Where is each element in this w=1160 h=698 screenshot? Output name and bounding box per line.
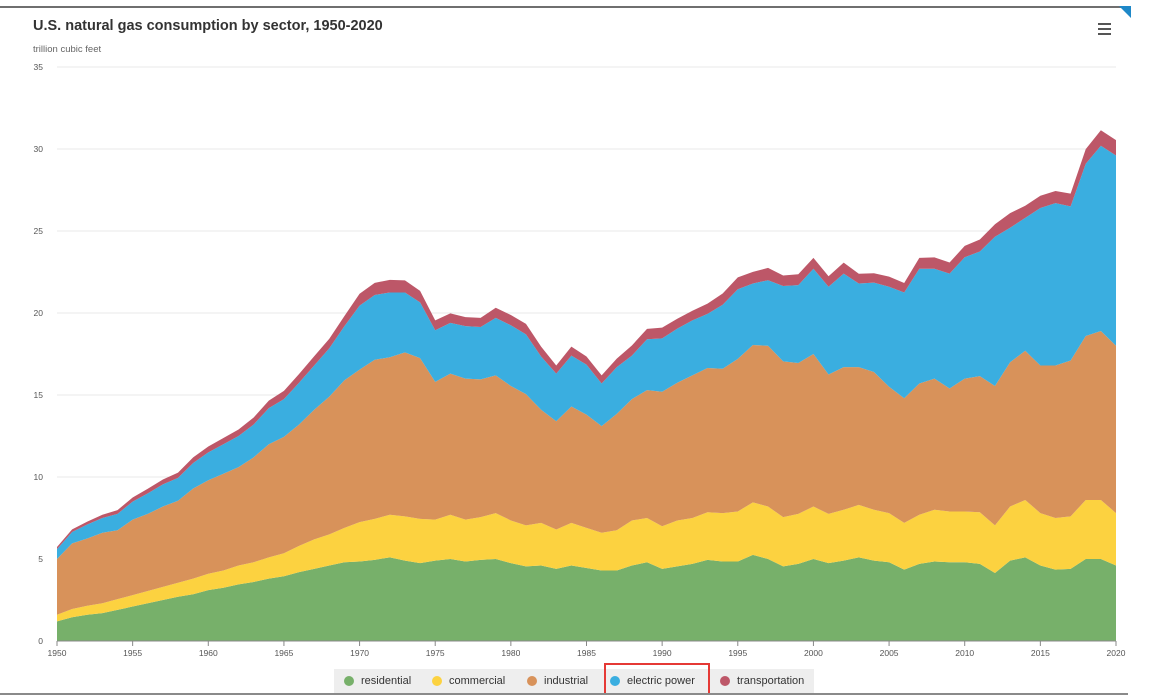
x-tick-label: 2010 bbox=[955, 648, 974, 658]
x-tick-label: 1980 bbox=[501, 648, 520, 658]
x-tick-label: 1995 bbox=[728, 648, 747, 658]
legend-dot-icon bbox=[720, 676, 730, 686]
chart-title: U.S. natural gas consumption by sector, … bbox=[33, 18, 383, 34]
legend-highlight-box bbox=[604, 663, 710, 695]
area-industrial bbox=[57, 331, 1116, 615]
legend-dot-icon bbox=[527, 676, 537, 686]
x-tick-label: 2000 bbox=[804, 648, 823, 658]
chart-subtitle: trillion cubic feet bbox=[33, 44, 102, 55]
y-tick-label: 15 bbox=[34, 390, 44, 400]
x-tick-label: 2005 bbox=[880, 648, 899, 658]
area-electric-power bbox=[57, 145, 1116, 559]
legend-label: electric power bbox=[627, 675, 695, 687]
legend-item-electric-power[interactable]: electric power bbox=[610, 669, 695, 693]
legend-dot-icon bbox=[344, 676, 354, 686]
x-tick-label: 1975 bbox=[426, 648, 445, 658]
y-tick-label: 10 bbox=[34, 472, 44, 482]
axes: 0 5 10 15 20 25 30 35 1950 1955 1960 1965 1970 1975 19… bbox=[34, 62, 1126, 658]
legend-label: residential bbox=[361, 675, 412, 687]
x-tick-label: 1970 bbox=[350, 648, 369, 658]
bottom-border bbox=[0, 693, 1128, 695]
x-tick-label: 1960 bbox=[199, 648, 218, 658]
legend-label: industrial bbox=[544, 675, 589, 687]
x-tick-label: 1985 bbox=[577, 648, 596, 658]
corner-marker-icon bbox=[1119, 6, 1131, 18]
area-residential bbox=[57, 554, 1116, 641]
stacked-areas bbox=[57, 130, 1116, 641]
top-border bbox=[0, 6, 1128, 8]
y-tick-label: 5 bbox=[38, 554, 43, 564]
legend-dot-icon bbox=[610, 676, 620, 686]
legend-item-commercial[interactable]: commercial bbox=[432, 669, 505, 693]
x-tick-label: 1965 bbox=[274, 648, 293, 658]
x-tick-label: 1955 bbox=[123, 648, 142, 658]
legend-item-industrial[interactable]: industrial bbox=[527, 669, 588, 693]
y-tick-label: 25 bbox=[34, 226, 44, 236]
y-tick-label: 35 bbox=[34, 62, 44, 72]
legend-item-residential[interactable]: residential bbox=[344, 669, 411, 693]
x-tick-label: 2015 bbox=[1031, 648, 1050, 658]
x-tick-label: 1950 bbox=[48, 648, 67, 658]
y-tick-label: 30 bbox=[34, 144, 44, 154]
legend-label: commercial bbox=[449, 675, 506, 687]
legend-dot-icon bbox=[432, 676, 442, 686]
x-tick-label: 1990 bbox=[653, 648, 672, 658]
x-tick-label: 2020 bbox=[1107, 648, 1126, 658]
legend: residential commercial industrial electr… bbox=[334, 669, 814, 693]
legend-label: transportation bbox=[737, 675, 805, 687]
area-commercial bbox=[57, 499, 1116, 622]
hamburger-menu-icon[interactable] bbox=[1097, 23, 1115, 39]
y-tick-label: 20 bbox=[34, 308, 44, 318]
y-tick-label: 0 bbox=[38, 636, 43, 646]
legend-item-transportation[interactable]: transportation bbox=[720, 669, 804, 693]
